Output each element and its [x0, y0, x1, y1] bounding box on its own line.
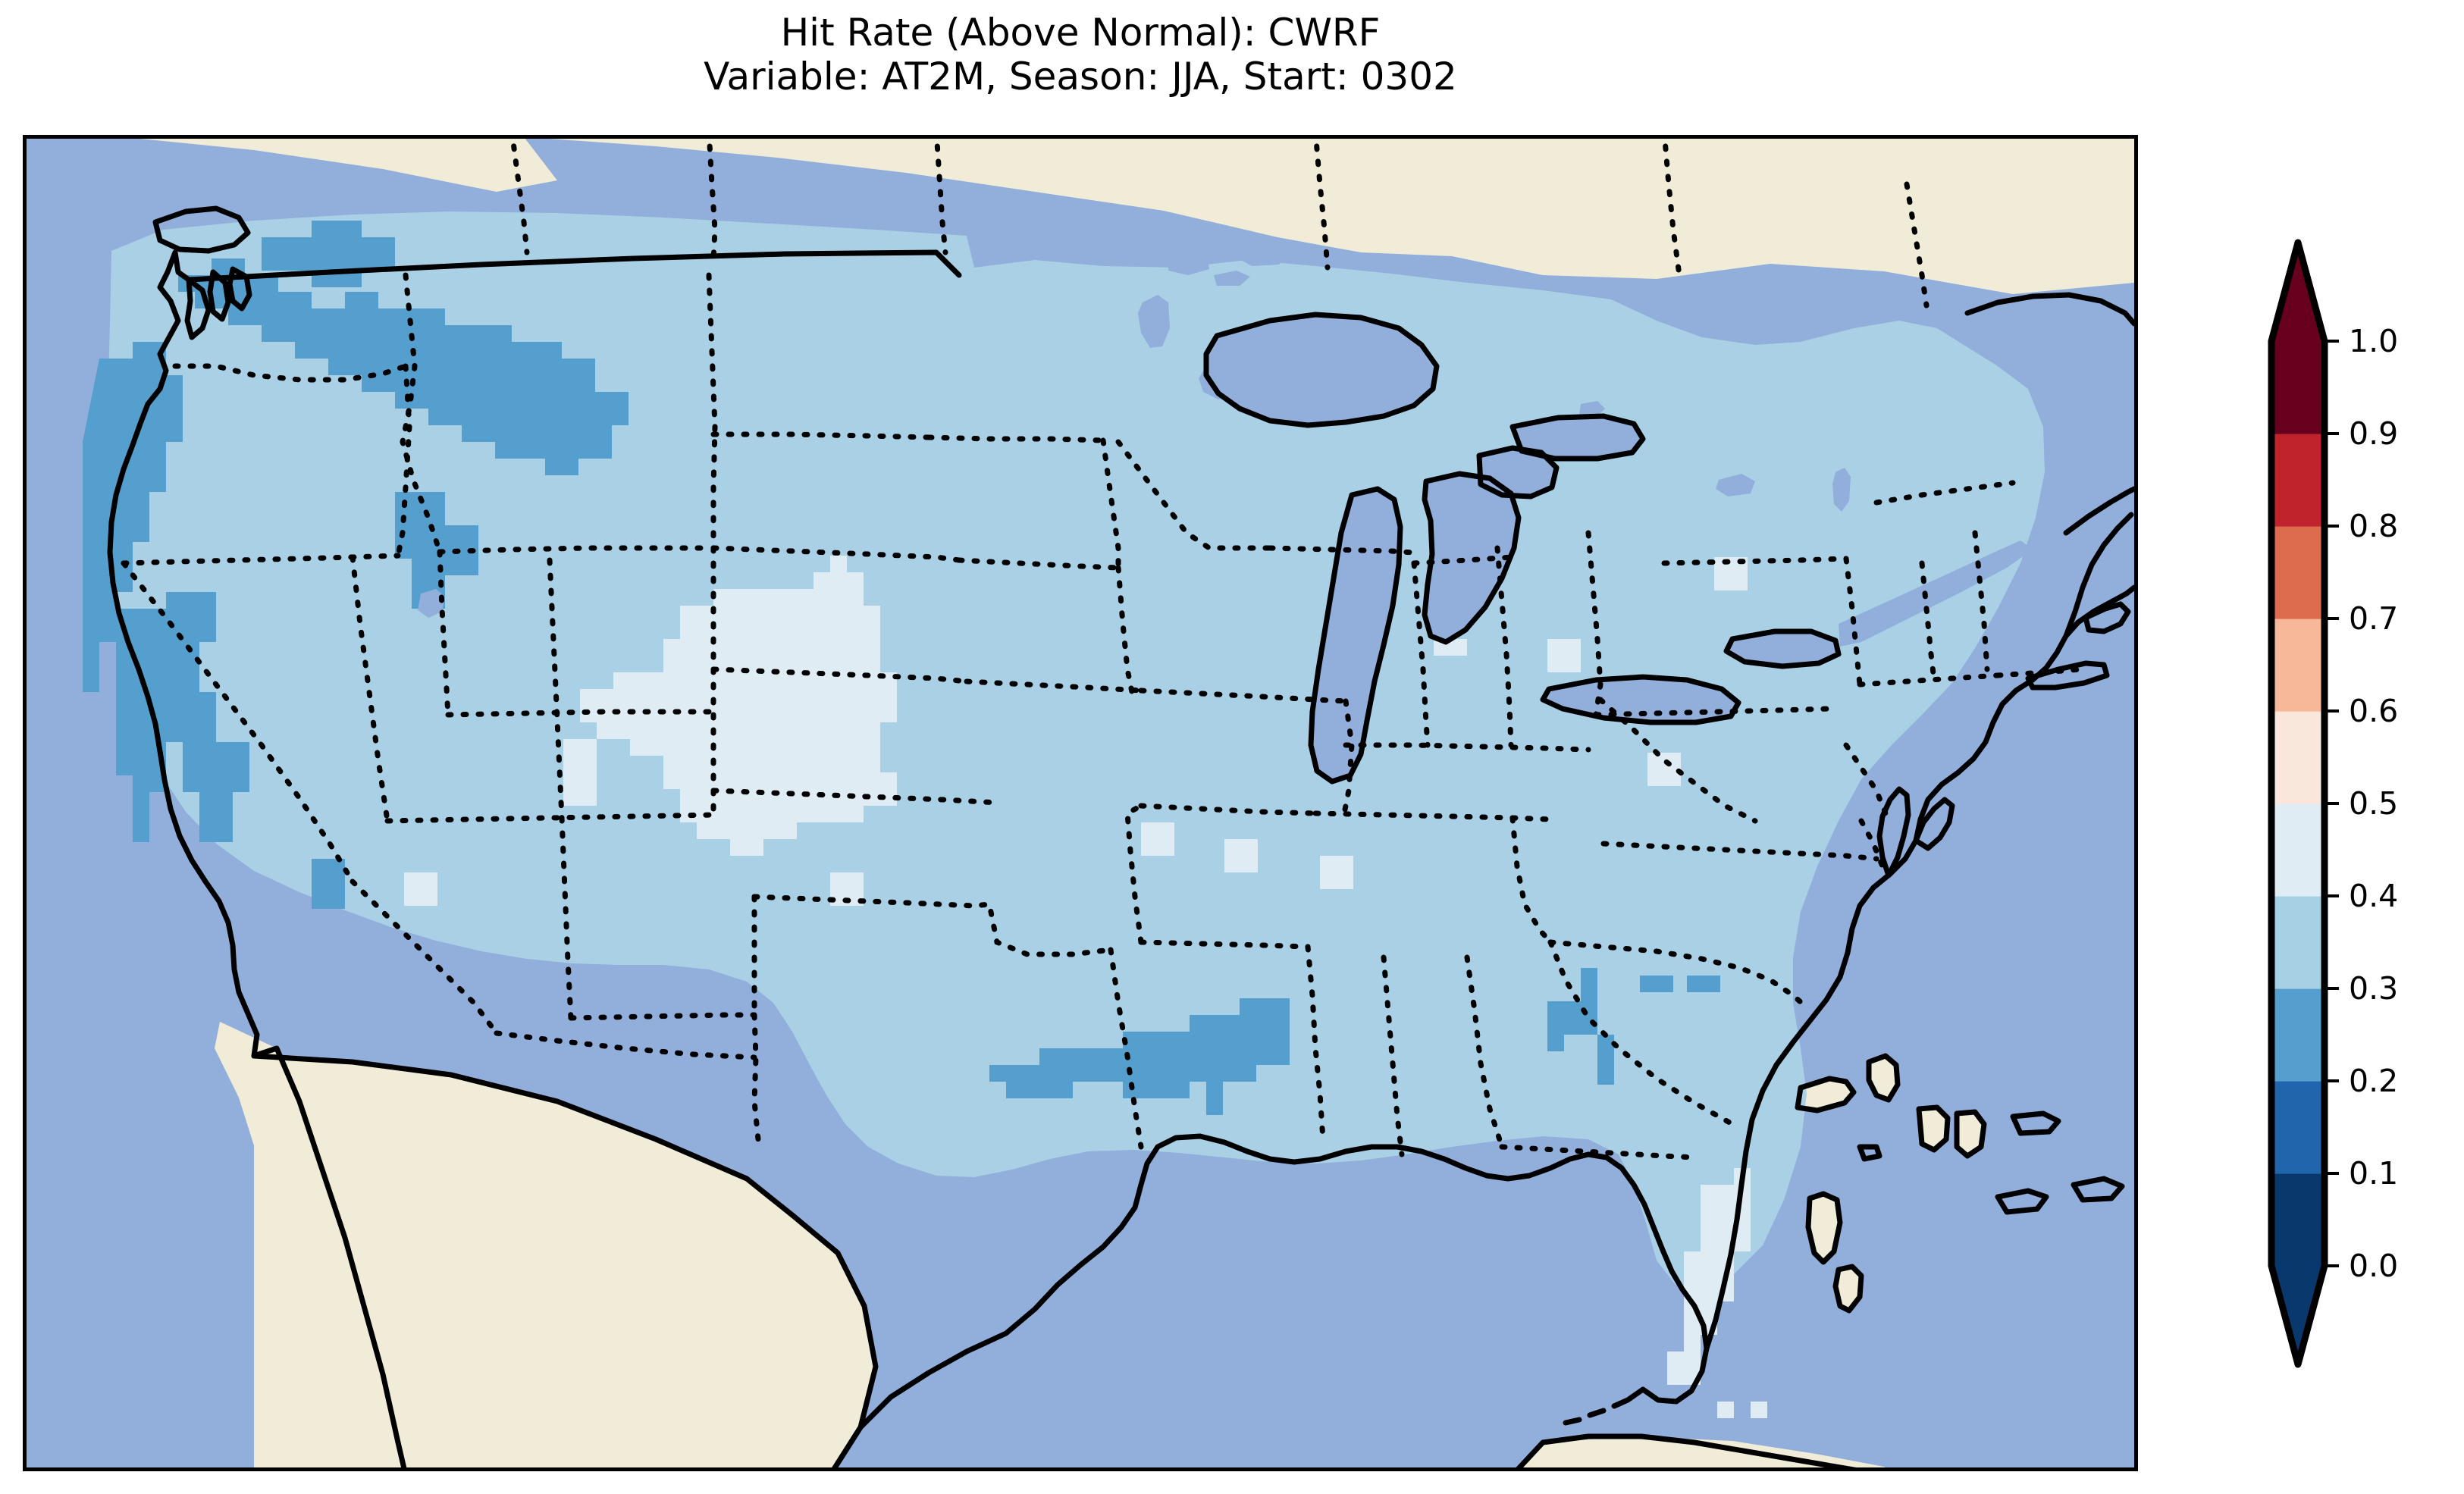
- colorbar-tick-label: 0.0: [2349, 1248, 2399, 1284]
- colorbar-band: [2271, 434, 2324, 527]
- band-0.4-0.5-regions: [404, 556, 1748, 906]
- colorbar-tick-label: 0.6: [2349, 693, 2399, 729]
- colorbar-band: [2271, 1081, 2324, 1174]
- colorbar-tick-label: 0.3: [2349, 970, 2399, 1007]
- colorbar-tick-label: 0.7: [2349, 600, 2399, 637]
- conus-hit-rate-map: [27, 139, 2134, 1467]
- colorbar-tick-label: 0.5: [2349, 785, 2399, 822]
- colorbar-band: [2271, 1173, 2324, 1267]
- colorbar-tick-label: 0.1: [2349, 1155, 2399, 1192]
- title-line-2: Variable: AT2M, Season: JJA, Start: 0302: [704, 55, 1457, 99]
- colorbar[interactable]: 0.0 0.1 0.2 0.3 0.4 0.5 0.6 0.7 0.8 0.9 1.0: [2268, 239, 2398, 1368]
- colorbar-tick-mark: [2326, 1079, 2339, 1082]
- colorbar-tick-mark: [2326, 987, 2339, 990]
- title-line-1: Hit Rate (Above Normal): CWRF: [780, 11, 1381, 55]
- colorbar-tick-mark: [2326, 525, 2339, 528]
- colorbar-band: [2271, 988, 2324, 1082]
- colorbar-tick-label: 0.4: [2349, 878, 2399, 914]
- colorbar-over-arrow: [2271, 243, 2324, 341]
- colorbar-band: [2271, 803, 2324, 897]
- map-axes: [23, 135, 2138, 1471]
- colorbar-tick-label: 0.9: [2349, 415, 2399, 452]
- colorbar-tick-label: 1.0: [2349, 323, 2399, 359]
- coastlines: [107, 205, 2134, 1467]
- colorbar-tick-label: 0.2: [2349, 1063, 2399, 1099]
- figure-title: Hit Rate (Above Normal): CWRF Variable: …: [0, 0, 2161, 99]
- lakes: [418, 249, 2033, 781]
- colorbar-band: [2271, 341, 2324, 434]
- colorbar-tick-mark: [2326, 709, 2339, 713]
- band-0.2-0.3-gulf: [989, 998, 1290, 1115]
- state-borders: [121, 139, 2084, 1160]
- colorbar-tick-mark: [2326, 802, 2339, 805]
- colorbar-axis-label: Hit Rate: [2396, 0, 2449, 243]
- colorbar-tick-mark: [2326, 1172, 2339, 1175]
- colorbar-tick-mark: [2326, 1264, 2339, 1267]
- colorbar-tick-mark: [2326, 340, 2339, 343]
- band-0.2-0.3-southeast: [1547, 968, 1720, 1085]
- colorbar-tick-mark: [2326, 432, 2339, 435]
- colorbar-band: [2271, 526, 2324, 619]
- colorbar-gradient: [2268, 239, 2328, 1368]
- colorbar-under-arrow: [2271, 1266, 2324, 1364]
- colorbar-tick-mark: [2326, 617, 2339, 620]
- colorbar-tick-mark: [2326, 894, 2339, 897]
- colorbar-band: [2271, 619, 2324, 712]
- colorbar-tick-label: 0.8: [2349, 508, 2399, 544]
- colorbar-ticks: 0.0 0.1 0.2 0.3 0.4 0.5 0.6 0.7 0.8 0.9 1.0: [2326, 243, 2464, 1364]
- colorbar-band: [2271, 711, 2324, 804]
- colorbar-band: [2271, 896, 2324, 989]
